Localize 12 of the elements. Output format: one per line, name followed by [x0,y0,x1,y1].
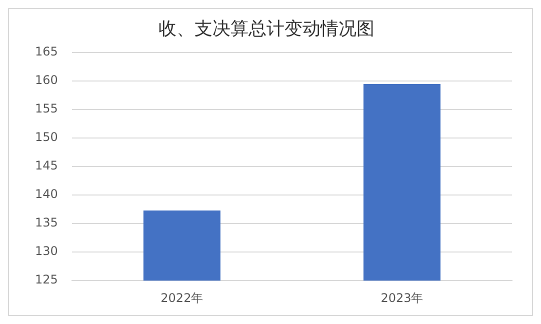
y-tick-label: 155 [35,102,58,116]
y-tick-label: 140 [35,187,58,202]
y-tick-label: 160 [35,73,58,88]
y-tick-label: 165 [35,44,58,59]
y-tick-label: 130 [35,244,58,258]
y-tick-label: 125 [35,272,58,287]
y-tick-label: 145 [35,158,58,173]
y-tick-label: 150 [35,130,58,144]
y-tick-label: 135 [35,216,58,230]
chart-title: 收、支决算总计变动情况图 [158,18,374,40]
x-tick-label: 2023年 [380,290,424,305]
x-tick-label: 2022年 [160,290,204,305]
